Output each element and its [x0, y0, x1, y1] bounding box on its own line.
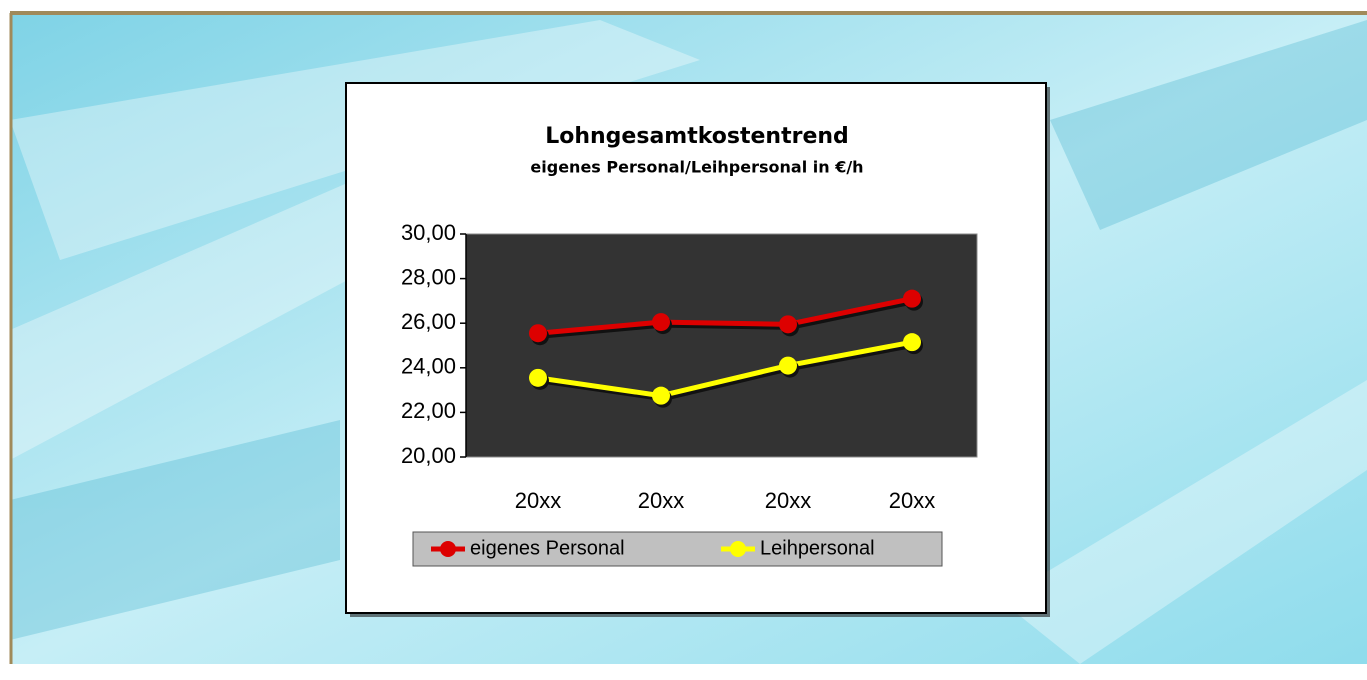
chart-title: Lohngesamtkostentrend: [545, 124, 849, 149]
legend-marker: [440, 541, 456, 557]
legend-marker: [730, 541, 746, 557]
marker: [529, 324, 547, 342]
y-tick-label: 30,00: [401, 220, 456, 245]
legend-label: eigenes Personal: [470, 537, 625, 559]
x-tick-label: 20xx: [765, 488, 811, 513]
y-tick-label: 26,00: [401, 309, 456, 334]
slide: Lohngesamtkostentrend eigenes Personal/L…: [0, 0, 1367, 675]
marker: [779, 357, 797, 375]
legend-label: Leihpersonal: [760, 537, 875, 559]
marker: [652, 313, 670, 331]
marker: [652, 387, 670, 405]
y-tick-label: 20,00: [401, 443, 456, 468]
x-tick-label: 20xx: [638, 488, 684, 513]
y-tick-label: 24,00: [401, 354, 456, 379]
y-tick-label: 28,00: [401, 264, 456, 289]
x-tick-label: 20xx: [889, 488, 935, 513]
marker: [779, 315, 797, 333]
chart-subtitle: eigenes Personal/Leihpersonal in €/h: [530, 158, 863, 177]
x-tick-label: 20xx: [515, 488, 561, 513]
marker: [529, 369, 547, 387]
marker: [903, 333, 921, 351]
y-tick-label: 22,00: [401, 398, 456, 423]
marker: [903, 290, 921, 308]
